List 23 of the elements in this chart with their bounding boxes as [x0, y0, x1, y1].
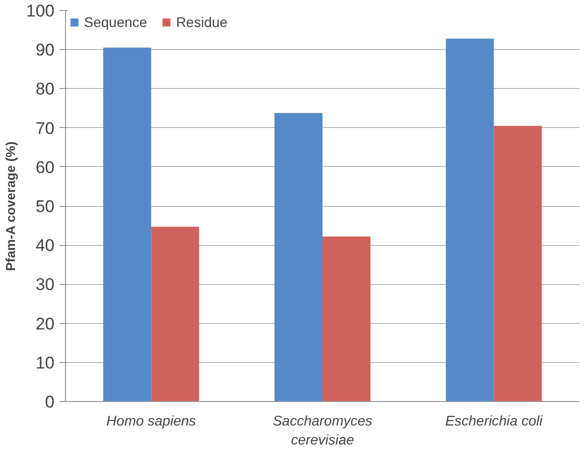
y-tick-label: 0	[45, 392, 55, 412]
legend-label: Residue	[176, 14, 228, 30]
bar	[446, 38, 494, 402]
x-tick-label: Saccharomyces cerevisiae	[272, 412, 372, 448]
y-tick-label: 10	[36, 353, 55, 372]
bar	[322, 236, 370, 402]
x-tick-label: Homo sapiens	[106, 412, 196, 428]
y-tick-label: 100	[26, 2, 55, 20]
legend-label: Sequence	[84, 14, 148, 30]
bar	[494, 126, 542, 402]
y-tick-label: 20	[36, 314, 55, 334]
bar	[103, 48, 152, 402]
y-tick-label: 30	[36, 275, 55, 294]
bar	[151, 226, 200, 402]
y-tick-label: 70	[36, 118, 55, 138]
y-tick-label: 40	[36, 236, 55, 256]
y-tick-label: 60	[36, 158, 55, 177]
y-axis-title: Pfam-A coverage (%)	[3, 141, 18, 272]
x-tick-label: Escherichia coli	[445, 412, 544, 428]
y-tick-label: 50	[36, 197, 55, 216]
y-tick-label: 80	[36, 80, 55, 99]
bar	[274, 112, 322, 402]
y-tick-label: 90	[36, 40, 55, 60]
